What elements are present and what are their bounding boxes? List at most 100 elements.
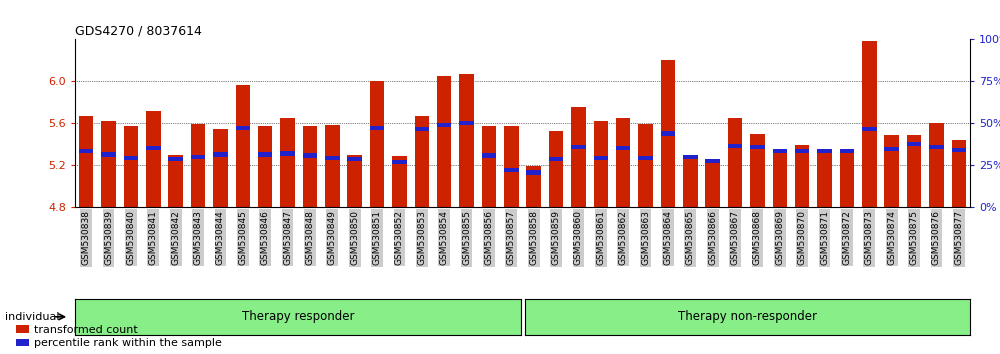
Bar: [124, 126, 138, 207]
Text: GSM530870: GSM530870: [798, 210, 807, 265]
Bar: [101, 121, 116, 207]
Bar: [862, 41, 877, 207]
Text: GSM530866: GSM530866: [708, 210, 717, 265]
Text: GSM530852: GSM530852: [395, 210, 404, 265]
Bar: [280, 118, 295, 207]
Bar: [303, 154, 317, 158]
Bar: [750, 145, 765, 149]
Bar: [817, 149, 832, 154]
Bar: [661, 131, 675, 136]
Bar: [168, 155, 183, 207]
Text: GSM530867: GSM530867: [731, 210, 740, 265]
Bar: [728, 144, 742, 148]
Text: GSM530842: GSM530842: [171, 210, 180, 265]
Bar: [795, 145, 809, 207]
Text: GSM530841: GSM530841: [149, 210, 158, 265]
Text: GSM530865: GSM530865: [686, 210, 695, 265]
Text: GSM530850: GSM530850: [350, 210, 359, 265]
Bar: [907, 135, 921, 207]
Bar: [325, 156, 340, 160]
Text: GSM530876: GSM530876: [932, 210, 941, 265]
Bar: [258, 126, 272, 207]
Bar: [728, 118, 742, 207]
Bar: [191, 124, 205, 207]
Bar: [795, 149, 809, 154]
Bar: [705, 163, 720, 207]
Bar: [907, 142, 921, 146]
Bar: [549, 131, 563, 207]
Text: GDS4270 / 8037614: GDS4270 / 8037614: [75, 25, 202, 38]
Bar: [840, 149, 854, 154]
Text: GSM530847: GSM530847: [283, 210, 292, 265]
Bar: [884, 147, 899, 152]
Bar: [415, 127, 429, 131]
Text: GSM530848: GSM530848: [305, 210, 314, 265]
Bar: [929, 123, 944, 207]
Bar: [952, 140, 966, 207]
Bar: [213, 129, 228, 207]
Text: individual: individual: [5, 312, 60, 322]
Text: GSM530844: GSM530844: [216, 210, 225, 265]
Bar: [504, 126, 519, 207]
Text: GSM530869: GSM530869: [775, 210, 784, 265]
Text: GSM530856: GSM530856: [484, 210, 493, 265]
Bar: [616, 146, 630, 150]
Bar: [347, 155, 362, 207]
Bar: [370, 81, 384, 207]
Bar: [482, 154, 496, 158]
Bar: [280, 152, 295, 156]
Bar: [683, 155, 698, 159]
Bar: [146, 112, 161, 207]
Bar: [638, 156, 653, 160]
Text: GSM530849: GSM530849: [328, 210, 337, 265]
Bar: [370, 126, 384, 130]
Bar: [862, 127, 877, 131]
Text: GSM530854: GSM530854: [440, 210, 449, 265]
Bar: [638, 124, 653, 207]
Bar: [213, 153, 228, 156]
Bar: [459, 74, 474, 207]
Bar: [168, 156, 183, 161]
Bar: [705, 159, 720, 163]
Bar: [236, 85, 250, 207]
Bar: [750, 133, 765, 207]
Text: GSM530872: GSM530872: [842, 210, 851, 265]
Bar: [146, 146, 161, 150]
Bar: [952, 148, 966, 153]
Text: GSM530871: GSM530871: [820, 210, 829, 265]
Bar: [303, 126, 317, 207]
Bar: [526, 170, 541, 175]
Bar: [124, 156, 138, 160]
Text: GSM530858: GSM530858: [529, 210, 538, 265]
Bar: [392, 156, 407, 207]
Text: GSM530845: GSM530845: [238, 210, 247, 265]
Text: GSM530859: GSM530859: [552, 210, 561, 265]
Bar: [773, 153, 787, 207]
Text: GSM530851: GSM530851: [373, 210, 382, 265]
Text: GSM530861: GSM530861: [596, 210, 605, 265]
Text: GSM530843: GSM530843: [194, 210, 203, 265]
Bar: [101, 153, 116, 156]
Bar: [437, 123, 451, 127]
Text: GSM530839: GSM530839: [104, 210, 113, 265]
Bar: [773, 149, 787, 154]
Bar: [683, 156, 698, 207]
Text: GSM530877: GSM530877: [954, 210, 963, 265]
Bar: [392, 160, 407, 164]
Bar: [526, 166, 541, 207]
Bar: [571, 145, 586, 149]
Text: GSM530864: GSM530864: [663, 210, 672, 265]
Text: GSM530840: GSM530840: [126, 210, 135, 265]
Bar: [929, 145, 944, 149]
Bar: [504, 168, 519, 172]
Bar: [236, 126, 250, 130]
Bar: [840, 149, 854, 207]
Text: GSM530875: GSM530875: [910, 210, 919, 265]
Text: Therapy non-responder: Therapy non-responder: [678, 310, 817, 323]
Bar: [437, 76, 451, 207]
Text: GSM530855: GSM530855: [462, 210, 471, 265]
Text: GSM530838: GSM530838: [82, 210, 91, 265]
Text: GSM530863: GSM530863: [641, 210, 650, 265]
Bar: [79, 149, 93, 154]
Bar: [884, 135, 899, 207]
